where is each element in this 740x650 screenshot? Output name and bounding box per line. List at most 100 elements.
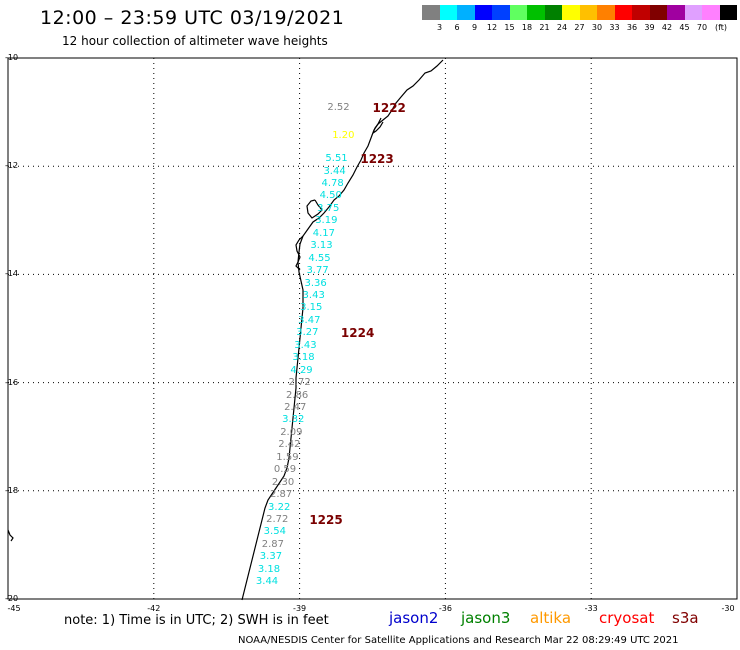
color-swatch [544, 5, 562, 20]
color-scale-label: 9 [471, 23, 478, 32]
chart-title: 12:00 – 23:59 UTC 03/19/2021 [40, 7, 345, 29]
color-scale-label: 15 [504, 23, 515, 32]
wave-height-reading: 4.17 [312, 227, 336, 239]
wave-height-reading: 4.78 [321, 178, 344, 190]
longitude-label: -30 [721, 604, 735, 613]
wave-height-reading: 3.32 [282, 414, 305, 426]
wave-height-reading: 3.75 [317, 202, 340, 214]
color-scale-label: 30 [591, 23, 603, 32]
legend-entry-jason2: jason2 [389, 609, 439, 627]
color-swatch [684, 5, 702, 20]
legend-entry-cryosat: cryosat [599, 609, 655, 627]
wave-height-reading: 4.50 [319, 190, 342, 202]
wave-height-reading: 3.18 [292, 352, 315, 364]
wave-height-reading: 2.86 [286, 389, 309, 401]
color-scale-label: 24 [556, 23, 568, 32]
wave-height-reading: 3.22 [268, 501, 291, 513]
color-swatch [702, 5, 720, 20]
pass-time-label: 1223 [360, 152, 394, 167]
wave-height-reading: 3.77 [306, 265, 329, 277]
color-scale-label: 12 [486, 23, 498, 32]
wave-height-reading: 3.37 [259, 551, 283, 563]
color-scale-label: 45 [679, 23, 690, 32]
map-frame [7, 57, 738, 600]
wave-height-reading: 2.09 [280, 426, 303, 438]
footer-note: note: 1) Time is in UTC; 2) SWH is in fe… [64, 613, 329, 628]
legend-entry-jason3: jason3 [461, 609, 511, 627]
color-swatch [614, 5, 632, 20]
wave-height-reading: 3.19 [315, 215, 338, 227]
wave-height-reading: 4.29 [290, 364, 313, 376]
latitude-label: -14 [5, 269, 19, 279]
chart-subtitle: 12 hour collection of altimeter wave hei… [62, 34, 328, 48]
longitude-label: -45 [7, 604, 21, 613]
footer-credit: NOAA/NESDIS Center for Satellite Applica… [238, 635, 679, 646]
wave-height-reading: 2.47 [284, 402, 307, 414]
coastline [7, 59, 444, 601]
wave-height-reading: 5.51 [325, 153, 348, 165]
wave-height-reading: 3.44 [255, 576, 279, 588]
color-scale-label: 36 [626, 23, 638, 32]
color-scale-label: 27 [574, 23, 585, 32]
wave-height-reading: 3.54 [263, 526, 286, 538]
longitude-label: -36 [438, 604, 452, 613]
wave-height-reading: 2.52 [327, 102, 350, 114]
wave-height-reading: 1.59 [276, 451, 299, 463]
longitude-label: -39 [293, 604, 307, 613]
latitude-label: -10 [5, 53, 19, 62]
wave-height-reading: 2.72 [266, 514, 289, 525]
color-swatch [492, 5, 510, 20]
wave-height-reading: 3.43 [294, 339, 317, 351]
longitude-label: -33 [584, 604, 598, 613]
color-swatch [509, 5, 527, 20]
color-scale-label: 6 [454, 23, 460, 32]
wave-height-reading: 3.47 [298, 314, 321, 326]
color-scale-label: 42 [661, 23, 673, 32]
color-swatch [457, 5, 475, 20]
color-scale-label: 18 [521, 23, 533, 32]
color-swatch [632, 5, 650, 20]
latitude-label: -12 [5, 161, 19, 171]
color-scale-bar [422, 5, 737, 20]
wave-height-reading: 0.59 [273, 464, 297, 476]
longitude-label: -42 [147, 604, 161, 613]
legend-entry-altika: altika [530, 609, 572, 627]
pass-time-label: 1222 [372, 101, 406, 116]
latitude-label: -20 [5, 594, 19, 603]
color-swatch [439, 5, 457, 20]
wave-height-reading: 3.15 [300, 302, 323, 314]
wave-height-reading: 3.43 [302, 290, 325, 302]
wave-height-reading: 3.36 [304, 277, 327, 289]
wave-height-reading: 3.18 [257, 563, 281, 575]
color-swatch [597, 5, 615, 20]
color-swatch [667, 5, 685, 20]
pass-time-label: 1224 [340, 326, 375, 341]
wave-height-reading: 2.30 [271, 476, 295, 488]
latitude-label: -16 [5, 377, 19, 387]
color-swatch [422, 5, 440, 20]
wave-height-reading: 3.44 [323, 165, 346, 177]
color-swatch [562, 5, 580, 20]
color-scale-label: 3 [436, 23, 443, 32]
wave-height-reading: 3.13 [310, 240, 333, 252]
color-swatch [474, 5, 492, 20]
pass-time-label: 1225 [309, 513, 343, 527]
color-scale-unit: (ft) [715, 23, 728, 32]
wave-height-reading: 2.72 [288, 377, 311, 389]
color-scale-label: 21 [539, 23, 550, 32]
wave-height-reading: 3.27 [296, 327, 319, 339]
color-swatch [649, 5, 667, 20]
legend-entry-s3a: s3a [672, 609, 699, 627]
wave-height-reading: 2.87 [261, 538, 284, 550]
color-scale-label: 70 [696, 23, 708, 32]
color-swatch [579, 5, 597, 20]
color-scale-label: 39 [644, 23, 655, 32]
wave-height-reading: 4.55 [308, 252, 331, 264]
color-swatch [719, 5, 737, 20]
wave-height-reading: 2.87 [269, 489, 293, 501]
color-swatch [527, 5, 545, 20]
wave-height-reading: 1.20 [332, 130, 355, 142]
latitude-label: -18 [5, 485, 19, 495]
wave-height-reading: 2.42 [278, 439, 301, 451]
